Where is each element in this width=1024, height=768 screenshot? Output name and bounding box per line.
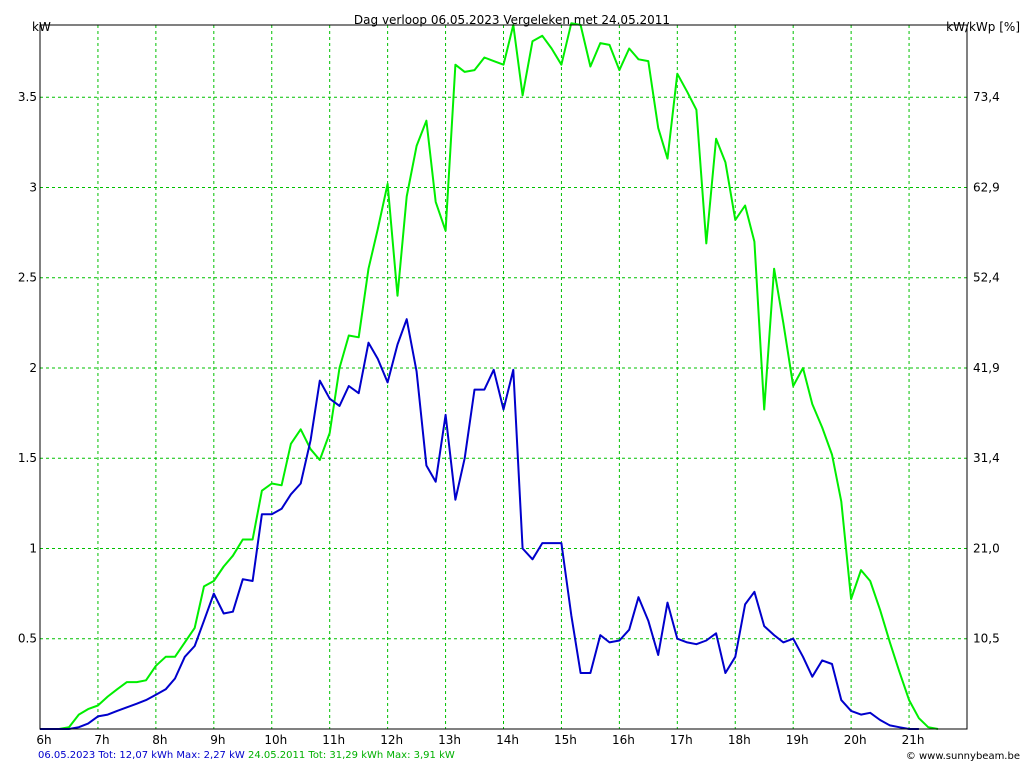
y-tick-label-left: 3 [29, 180, 37, 194]
grid-lines [40, 25, 967, 729]
y-tick-label-right: 31,4 [973, 451, 1000, 465]
y-tick-label-right: 73,4 [973, 90, 1000, 104]
copyright: © www.sunnybeam.be [906, 751, 1020, 762]
x-tick-label: 17h [670, 733, 693, 747]
legend-footer: 06.05.2023 Tot: 12,07 kWh Max: 2,27 kW 2… [38, 750, 455, 761]
y-tick-label-right: 52,4 [973, 271, 1000, 285]
y-tick-label-left: 0.5 [18, 632, 37, 646]
plot-frame [39, 24, 968, 730]
x-tick-label: 16h [612, 733, 635, 747]
x-tick-labels: 6h 7h 8h 9h 10h 11h 12h 13h 14h 15h 16h 17h 18h 19h 20… [36, 733, 924, 747]
y-tick-label-left: 1 [29, 541, 37, 555]
x-tick-label: 6h [36, 733, 51, 747]
left-tick-labels: 0.5 1 1.5 2 2.5 3 3.5 [18, 90, 37, 646]
series-layer [40, 22, 939, 730]
x-tick-label: 21h [902, 733, 925, 747]
y-tick-label-left: 3.5 [18, 90, 37, 104]
right-axis-unit: kW/kWp [%] [946, 20, 1020, 34]
y-tick-label-left: 2.5 [18, 271, 37, 285]
copyright-text: www.sunnybeam.be [919, 751, 1020, 762]
x-tick-label: 8h [152, 733, 167, 747]
y-tick-label-right: 21,0 [973, 541, 1000, 555]
x-tick-label: 20h [844, 733, 867, 747]
y-tick-label-right: 41,9 [973, 361, 1000, 375]
x-tick-label: 10h [264, 733, 287, 747]
right-tick-labels: 10,5 21,0 31,4 41,9 52,4 62,9 73,4 [973, 90, 1000, 646]
legend-2023: 06.05.2023 Tot: 12,07 kWh Max: 2,27 kW [38, 750, 245, 761]
y-tick-label-right: 62,9 [973, 180, 1000, 194]
x-tick-label: 14h [496, 733, 519, 747]
series-line-06.05.2023 [40, 318, 919, 730]
x-tick-label: 11h [322, 733, 345, 747]
x-tick-label: 18h [728, 733, 751, 747]
x-tick-label: 7h [94, 733, 109, 747]
copyright-icon: © [905, 751, 916, 762]
left-axis-unit: kW [32, 20, 51, 34]
y-tick-label-right: 10,5 [973, 632, 1000, 646]
y-tick-label-left: 1.5 [18, 451, 37, 465]
x-tick-label: 15h [554, 733, 577, 747]
x-tick-label: 13h [438, 733, 461, 747]
x-tick-label: 9h [210, 733, 225, 747]
legend-2011: 24.05.2011 Tot: 31,29 kWh Max: 3,91 kW [247, 750, 455, 761]
x-tick-label: 12h [380, 733, 403, 747]
series-line-24.05.2011 [40, 22, 939, 730]
x-tick-label: 19h [786, 733, 809, 747]
y-tick-label-left: 2 [29, 361, 37, 375]
chart-title: Dag verloop 06.05.2023 Vergeleken met 24… [354, 13, 670, 27]
